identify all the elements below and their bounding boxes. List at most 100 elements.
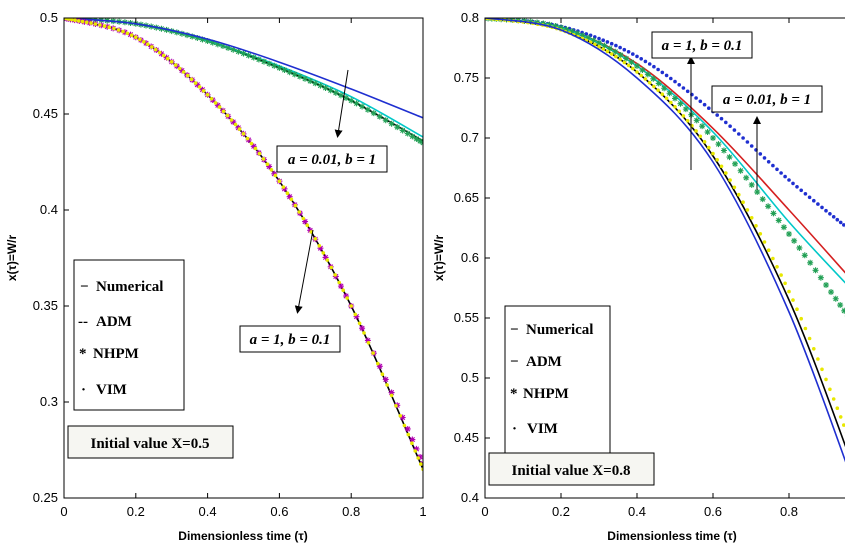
right-series-vim-a001b1-marker [669, 76, 673, 81]
right-series-vim-a1b01-marker [719, 164, 724, 169]
left-series-vim-a1b01-marker [398, 414, 403, 418]
right-series-nhpm-a001b1-marker [623, 55, 630, 62]
right-series-vim-a001b1-marker [698, 99, 703, 104]
left-series-vim-a1b01-marker [293, 203, 298, 208]
right-series-nhpm-a001b1-marker [812, 267, 819, 274]
right-note-box [488, 452, 655, 486]
right-series-vim-a001b1-marker [803, 192, 808, 196]
right-series-vim-a001b1-marker [795, 185, 799, 189]
left-series-nhpm-a001b1-marker [184, 32, 191, 39]
left-series-vim-a1b01-marker [112, 26, 116, 31]
right-series-vim-a1b01-marker [762, 240, 767, 244]
right-series-vim-a001b1-marker [812, 198, 816, 203]
right-series-vim-a001b1-marker [647, 62, 652, 66]
right-series-vim-a1b01-marker [787, 289, 791, 294]
left-series-nhpm-a1b01-marker [104, 23, 111, 30]
right-series-nhpm-a001b1-marker [606, 45, 613, 52]
left-x-axis-label: Dimensionless time (τ) [178, 529, 307, 543]
right-y-tick-label: 0.55 [454, 310, 479, 325]
left-series-vim-a1b01-marker [70, 18, 74, 22]
right-series-vim-a1b01-marker [660, 92, 665, 96]
left-series-vim-a1b01-marker [265, 162, 270, 166]
left-series-nhpm-a001b1-marker [337, 92, 344, 99]
right-series-nhpm-a001b1-marker [693, 117, 700, 124]
left-y-axis-label: x(τ)=W/r [5, 234, 19, 281]
left-series-vim-a1b01-marker [349, 304, 354, 308]
right-series-vim-a001b1-marker [828, 212, 832, 216]
left-series-nhpm-a1b01-marker [353, 313, 360, 320]
right-y-tick-label: 0.65 [454, 190, 479, 205]
right-series-vim-a001b1-marker [732, 128, 737, 132]
left-series-nhpm-a1b01-marker [158, 50, 165, 57]
left-series-nhpm-a1b01-marker [359, 325, 366, 332]
left-legend-box [73, 259, 185, 411]
right-series-vim-a001b1-marker [745, 140, 750, 144]
right-series-nhpm-a001b1-marker [639, 67, 646, 74]
left-series-vim-a1b01-marker [380, 372, 385, 377]
right-series-nhpm-a001b1-marker [601, 42, 608, 49]
left-series-vim-a1b01-marker [73, 18, 77, 23]
right-series-nhpm-a001b1-marker [732, 160, 739, 167]
left-series-vim-a1b01-marker [80, 19, 85, 24]
left-series-vim-a1b01-marker [305, 223, 310, 227]
right-legend-marker-3: * [510, 386, 518, 402]
left-series-nhpm-a1b01-marker [302, 218, 309, 225]
left-initial-value-note: Initial value X=0.5 [91, 436, 210, 452]
left-series-nhpm-a001b1-marker [194, 34, 201, 41]
left-series-nhpm-a001b1-marker [235, 48, 242, 55]
left-series-nhpm-a001b1-marker [399, 127, 406, 134]
left-axis-ticks: 0 0.2 0.4 0.6 0.8 1 0.25 0.3 0.35 0.4 0.45 0.5 [33, 10, 427, 519]
right-series-nhpm-a001b1-marker [617, 52, 624, 59]
right-series-vim-a1b01-marker [698, 134, 703, 139]
left-series-nhpm-a001b1-marker [388, 120, 395, 127]
left-series-nhpm-a001b1-marker [173, 29, 180, 36]
left-series-vim-a1b01-marker [193, 81, 198, 85]
left-series-vim-a1b01-marker [142, 40, 146, 44]
right-series-vim-a001b1-marker [639, 57, 643, 61]
right-series-nhpm-a001b1-marker [558, 24, 564, 31]
left-series-vim-a001b1 [64, 18, 423, 119]
right-series-vim-a1b01-marker [656, 88, 660, 92]
left-series-vim-a1b01-marker [321, 251, 326, 255]
right-series-vim-a1b01-marker [758, 232, 763, 236]
right-series-vim-a001b1-marker [584, 32, 589, 36]
right-series-vim-a001b1-marker [783, 174, 787, 179]
right-x-tick-label: 0.4 [628, 504, 646, 519]
right-series-vim-a1b01-marker [597, 44, 601, 49]
left-series-vim-a1b01-marker [313, 237, 318, 241]
right-legend-label-3: NHPM [523, 386, 569, 402]
right-series-vim-a1b01-marker [647, 80, 652, 85]
left-series-nhpm-a001b1-marker [382, 117, 389, 124]
right-series-numerical-a001b1 [485, 18, 845, 284]
right-series-nhpm-a001b1-marker [801, 252, 808, 259]
left-series-nhpm-a1b01-marker [178, 67, 185, 74]
right-series-vim-a001b1-marker [758, 152, 763, 156]
left-series-vim-a1b01-marker [107, 25, 111, 30]
right-series-nhpm-a001b1-marker [661, 85, 668, 92]
right-series-nhpm-a001b1-marker [568, 28, 575, 35]
right-series-vim-a1b01-marker [799, 316, 803, 321]
left-y-tick-label: 0.5 [40, 10, 58, 25]
right-series-vim-a1b01-marker [614, 54, 618, 59]
left-series-nhpm-a001b1-marker [343, 94, 350, 101]
left-series-nhpm-a1b01-marker [266, 163, 273, 170]
right-series-nhpm-a001b1-marker [765, 203, 772, 210]
left-series-vim-a1b01-marker [89, 21, 93, 25]
left-series-nhpm-a001b1-marker [286, 69, 293, 76]
right-series-vim-a1b01-marker [795, 307, 799, 312]
left-series-vim-a1b01-marker [185, 73, 190, 78]
right-series-vim-a1b01-marker [681, 114, 686, 118]
left-series-nhpm-a001b1-marker [409, 133, 416, 140]
right-series-vim-a1b01-marker [593, 42, 597, 47]
right-series-nhpm-a001b1-marker [754, 189, 761, 196]
left-series-nhpm-a001b1-marker [404, 130, 411, 137]
left-series-nhpm-a001b1-marker [317, 82, 324, 89]
left-chart: 0 0.2 0.4 0.6 0.8 1 0.25 0.3 0.35 0.4 0.45 0.5 Dime… [5, 10, 427, 543]
right-series-vim-a001b1-marker [838, 220, 843, 225]
left-x-tick-label: 1 [419, 504, 426, 519]
left-series-vim-a1b01-marker [416, 456, 421, 460]
left-series-vim-a1b01-marker [134, 35, 138, 39]
right-series-nhpm-a001b1-marker [715, 141, 722, 148]
right-series-nhpm-a001b1-marker [823, 282, 830, 288]
right-series-nhpm-a001b1-marker [666, 90, 673, 97]
